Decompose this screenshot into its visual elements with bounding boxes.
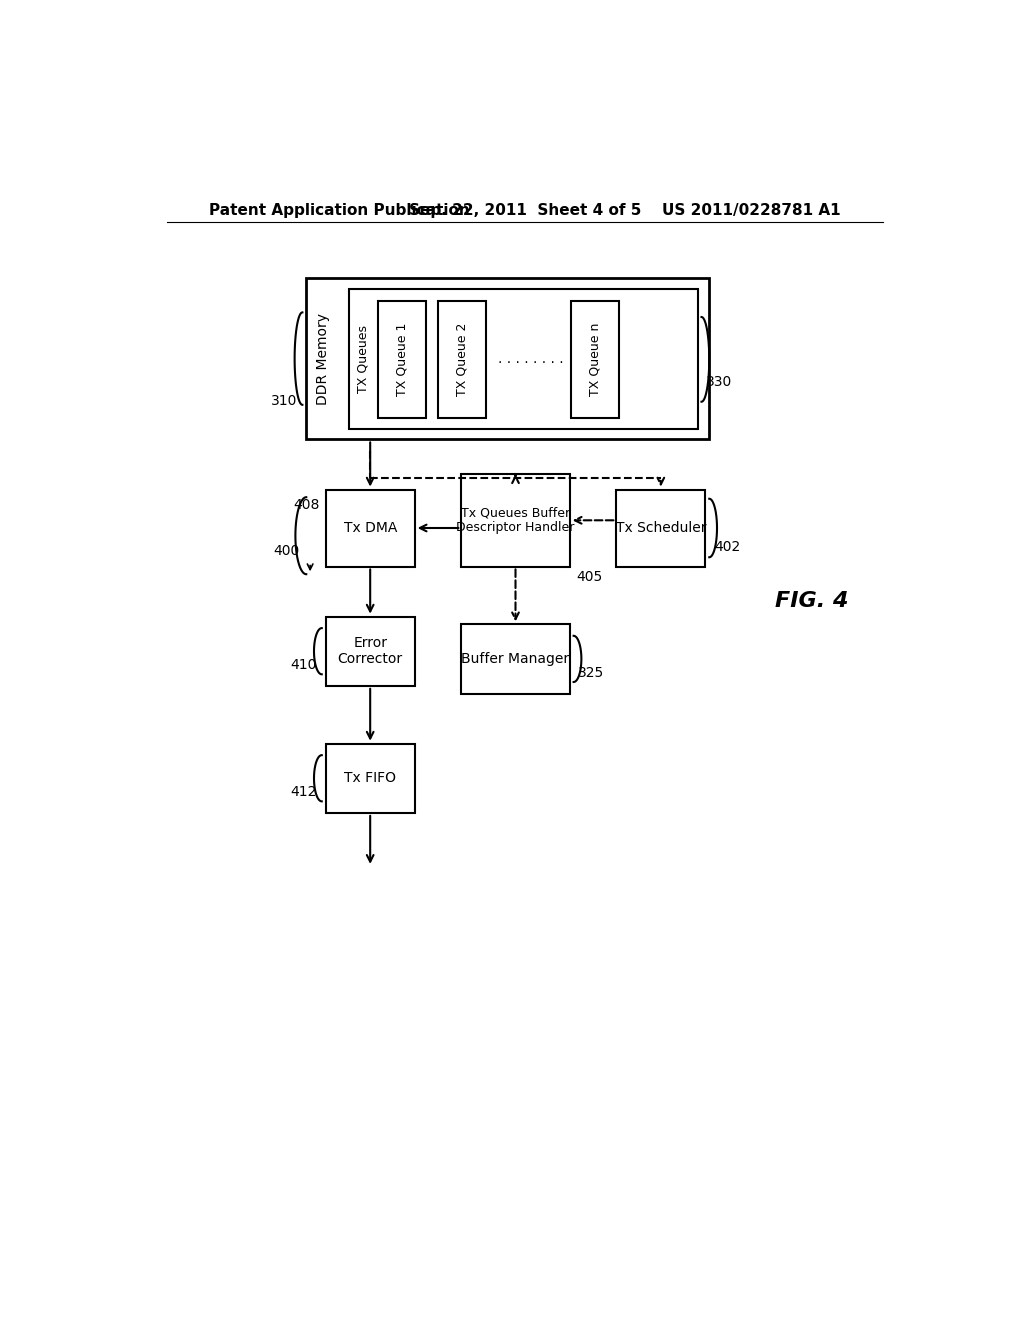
Text: TX Queue n: TX Queue n xyxy=(589,322,602,396)
Text: . . . . . . . .: . . . . . . . . xyxy=(499,352,564,367)
Text: 402: 402 xyxy=(714,540,740,554)
Text: TX Queue 1: TX Queue 1 xyxy=(395,322,409,396)
Text: TX Queues: TX Queues xyxy=(356,325,370,393)
Bar xyxy=(461,474,569,566)
Text: TX Queue 2: TX Queue 2 xyxy=(456,322,469,396)
Text: 410: 410 xyxy=(291,659,317,672)
Text: US 2011/0228781 A1: US 2011/0228781 A1 xyxy=(663,203,841,218)
Text: Patent Application Publication: Patent Application Publication xyxy=(209,203,470,218)
Text: Tx DMA: Tx DMA xyxy=(343,521,397,535)
Bar xyxy=(571,301,620,418)
Text: Error
Corrector: Error Corrector xyxy=(338,636,402,667)
Text: Tx Queues Buffer
Descriptor Handler: Tx Queues Buffer Descriptor Handler xyxy=(457,507,574,535)
Text: 330: 330 xyxy=(707,375,732,389)
Text: 405: 405 xyxy=(575,570,602,585)
Text: 408: 408 xyxy=(293,498,319,512)
Bar xyxy=(326,490,415,566)
Bar xyxy=(306,277,710,440)
Text: Sep. 22, 2011  Sheet 4 of 5: Sep. 22, 2011 Sheet 4 of 5 xyxy=(409,203,641,218)
Text: Tx FIFO: Tx FIFO xyxy=(344,771,396,785)
Bar xyxy=(326,743,415,813)
Bar xyxy=(349,289,697,429)
Text: 412: 412 xyxy=(291,785,317,799)
Bar xyxy=(616,490,706,566)
Bar xyxy=(461,624,569,693)
Text: FIG. 4: FIG. 4 xyxy=(775,591,849,611)
Bar xyxy=(438,301,486,418)
Text: DDR Memory: DDR Memory xyxy=(316,313,331,405)
Text: 325: 325 xyxy=(579,665,604,680)
Bar xyxy=(326,616,415,686)
Text: Tx Scheduler: Tx Scheduler xyxy=(615,521,707,535)
Bar xyxy=(378,301,426,418)
Text: Buffer Manager: Buffer Manager xyxy=(462,652,569,665)
Text: 310: 310 xyxy=(271,393,298,408)
Text: 400: 400 xyxy=(273,544,300,558)
